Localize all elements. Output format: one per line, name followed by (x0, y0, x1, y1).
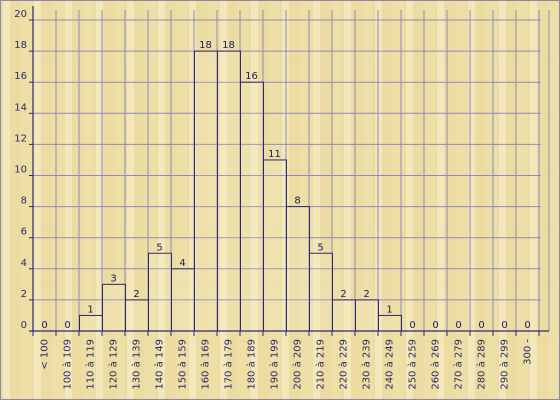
y-tick-label: 16 (14, 71, 27, 82)
bar-value-label: 1 (386, 304, 392, 315)
x-tick-label: 120 à 129 (108, 339, 120, 390)
bar-value-label: 11 (268, 149, 281, 160)
x-tick-label: 220 à 229 (338, 339, 350, 390)
bar (125, 299, 149, 332)
x-tick-label: 140 à 149 (154, 339, 166, 390)
y-tick-label: 0 (21, 320, 27, 331)
data-labels: 0 0 1 3 2 5 4 18 18 16 11 8 5 2 2 1 0 0 0 0 0 0 (41, 40, 530, 331)
bar-value-label: 1 (87, 304, 93, 315)
y-tick-label: 8 (21, 196, 27, 207)
bar (286, 206, 310, 332)
bar (102, 283, 126, 332)
x-tick-label: 290 à 299 (499, 339, 511, 390)
x-tick-label: 160 à 169 (200, 339, 212, 390)
bar (194, 50, 218, 332)
bar-value-label: 0 (478, 320, 484, 331)
y-tick-label: 4 (21, 258, 27, 269)
x-tick-label: 250 à 259 (407, 339, 419, 390)
bar-value-label: 5 (156, 242, 162, 253)
x-tick-label: 240 à 249 (384, 339, 396, 390)
bar (378, 314, 402, 332)
x-tick-label: 190 à 199 (269, 339, 281, 390)
bar (309, 252, 333, 332)
y-tick-label: 14 (14, 102, 27, 113)
bar-value-label: 2 (133, 289, 139, 300)
x-tick-label: 280 à 289 (476, 339, 488, 390)
bar-value-label: 0 (41, 320, 47, 331)
bar-value-label: 18 (222, 40, 235, 51)
bar (263, 159, 287, 332)
y-tick-label: 12 (14, 133, 27, 144)
bar-value-label: 0 (64, 320, 70, 331)
y-tick-label: 6 (21, 227, 27, 238)
bar-value-label: 2 (363, 289, 369, 300)
bar-value-label: 0 (455, 320, 461, 331)
bar-value-label: 0 (501, 320, 507, 331)
x-tick-label: 300 - (523, 339, 534, 365)
y-tick-label: 2 (21, 289, 27, 300)
bar-value-label: 16 (245, 71, 258, 82)
x-tick-label: 260 à 269 (430, 339, 442, 390)
y-tick-labels: 0 2 4 6 8 10 12 14 16 18 20 (14, 9, 27, 331)
x-tick-label: 270 à 279 (453, 339, 465, 390)
bar-value-label: 4 (179, 258, 185, 269)
x-tick-label: 180 à 189 (246, 339, 258, 390)
y-tick-label: 20 (14, 9, 27, 20)
bar-value-label: 0 (409, 320, 415, 331)
bar-value-label: 0 (432, 320, 438, 331)
x-tick-label: 230 à 239 (361, 339, 373, 390)
bar-value-label: 5 (317, 242, 323, 253)
bar-value-label: 18 (199, 40, 212, 51)
bar (217, 50, 241, 332)
x-tick-label: 130 à 139 (131, 339, 143, 390)
x-tick-labels: < 100 100 à 109 110 à 119 120 à 129 130 à 13… (40, 339, 534, 390)
bar-value-label: 8 (294, 196, 300, 207)
bar (79, 314, 103, 332)
y-tick-label: 18 (14, 40, 27, 51)
axes (29, 6, 549, 336)
x-tick-label: 200 à 209 (292, 339, 304, 390)
bar (171, 268, 195, 332)
x-tick-label: 100 à 109 (62, 339, 74, 390)
bar-value-label: 2 (340, 289, 346, 300)
y-tick-label: 10 (14, 165, 27, 176)
bar (355, 299, 379, 332)
x-tick-label: 170 à 179 (223, 339, 235, 390)
bar (332, 299, 356, 332)
x-tick-label: < 100 (40, 339, 51, 370)
bar (148, 252, 172, 332)
bar-value-label: 3 (110, 273, 116, 284)
bars (79, 50, 402, 332)
x-tick-label: 110 à 119 (85, 339, 97, 390)
x-tick-label: 210 à 219 (315, 339, 327, 390)
bar (240, 81, 264, 332)
bar-value-label: 0 (524, 320, 530, 331)
x-tick-label: 150 à 159 (177, 339, 189, 390)
